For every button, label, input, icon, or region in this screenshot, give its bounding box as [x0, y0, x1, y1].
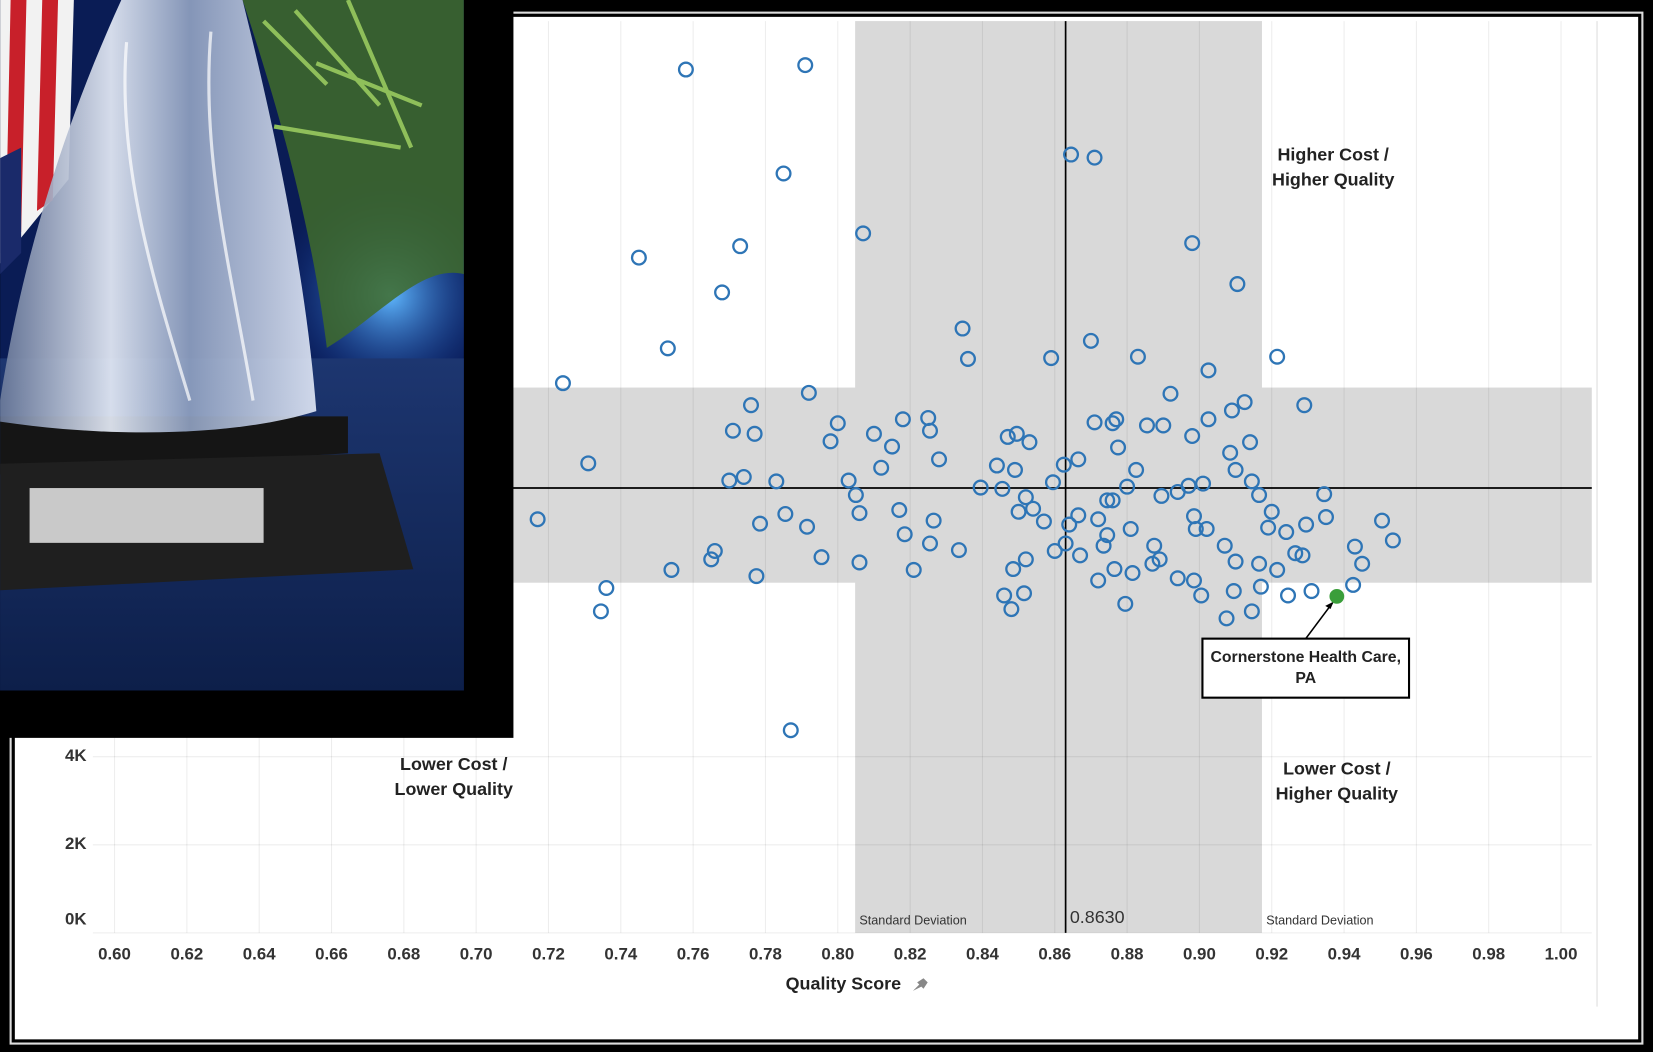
x-tick-label: 0.92: [1255, 944, 1288, 963]
band-label: Standard Deviation: [1266, 914, 1373, 928]
x-tick-label: 0.94: [1328, 944, 1361, 963]
x-tick-label: 0.96: [1400, 944, 1433, 963]
x-tick-label: 0.90: [1183, 944, 1216, 963]
band-label: Standard Deviation: [859, 914, 966, 928]
x-tick-label: 0.70: [460, 944, 493, 963]
x-tick-label: 0.66: [315, 944, 348, 963]
x-tick-label: 0.72: [532, 944, 565, 963]
photo-image: [0, 0, 506, 690]
x-tick-label: 0.86: [1038, 944, 1071, 963]
quadrant-label: Higher Quality: [1276, 784, 1398, 804]
x-tick-label: 1.00: [1545, 944, 1578, 963]
x-tick-label: 0.64: [243, 944, 276, 963]
x-tick-label: 0.88: [1111, 944, 1144, 963]
y-tick-label: 0K: [65, 910, 87, 929]
page: {"chart_data":{"type":"scatter", "x_labe…: [0, 0, 1653, 1052]
x-tick-label: 0.60: [98, 944, 131, 963]
quadrant-label: Lower Cost /: [400, 754, 507, 774]
photo: [0, 0, 513, 738]
x-axis-title: Quality Score: [786, 973, 901, 993]
x-tick-label: 0.82: [894, 944, 927, 963]
x-tick-label: 0.78: [749, 944, 782, 963]
x-tick-label: 0.80: [821, 944, 854, 963]
callout-label: PA: [1295, 670, 1316, 687]
x-tick-label: 0.62: [170, 944, 203, 963]
quadrant-label: Higher Cost /: [1278, 144, 1389, 164]
callout-label: Cornerstone Health Care,: [1210, 649, 1400, 666]
x-tick-label: 0.68: [387, 944, 420, 963]
x-tick-label: 0.84: [966, 944, 999, 963]
y-tick-label: 2K: [65, 834, 87, 853]
x-tick-label: 0.74: [604, 944, 637, 963]
y-tick-label: 4K: [65, 746, 87, 765]
screenshot: 0.60 0.62 0.64 0.66 0.68 0.70 0.72 0.74 0.76 0.78…: [0, 0, 1653, 1052]
x-tick-label: 0.76: [677, 944, 710, 963]
highlight-point: [1330, 590, 1344, 604]
callout-box: [1202, 639, 1409, 698]
quadrant-label: Lower Cost /: [1283, 758, 1390, 778]
quadrant-label: Higher Quality: [1272, 170, 1394, 190]
x-tick-label: 0.98: [1472, 944, 1505, 963]
quadrant-label: Lower Quality: [395, 779, 513, 799]
mean-label: 0.8630: [1070, 907, 1125, 927]
